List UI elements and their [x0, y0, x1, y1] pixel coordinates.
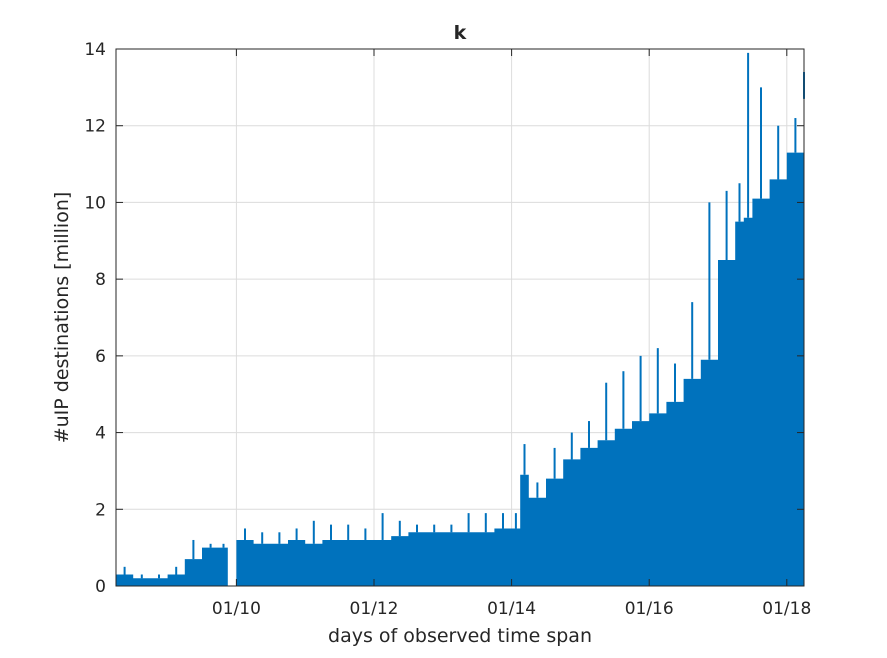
y-tick-label: 10	[84, 193, 106, 213]
x-tick-label: 01/14	[487, 599, 536, 619]
y-tick-label: 8	[95, 270, 106, 290]
x-tick-label: 01/12	[350, 599, 399, 619]
tick-layer: 0 2 4 6 8 10 12 14 01/10 01/12 01/14 01/16 01/18	[84, 40, 811, 619]
y-tick-label: 12	[84, 117, 106, 137]
chart-title: k	[454, 22, 467, 44]
plot-frame	[115, 48, 805, 587]
y-axis-label: #uIP destinations [million]	[51, 192, 73, 444]
y-tick-label: 4	[95, 424, 106, 444]
series-layer	[116, 52, 805, 587]
x-tick-label: 01/16	[625, 599, 674, 619]
y-tick-label: 2	[95, 500, 106, 520]
x-tick-label: 01/18	[762, 599, 811, 619]
y-tick-label: 14	[84, 40, 106, 60]
series-area	[116, 98, 804, 587]
y-tick-label: 0	[95, 577, 106, 597]
x-tick-label: 01/10	[212, 599, 261, 619]
x-axis-label: days of observed time span	[328, 625, 592, 647]
y-tick-label: 6	[95, 347, 106, 367]
